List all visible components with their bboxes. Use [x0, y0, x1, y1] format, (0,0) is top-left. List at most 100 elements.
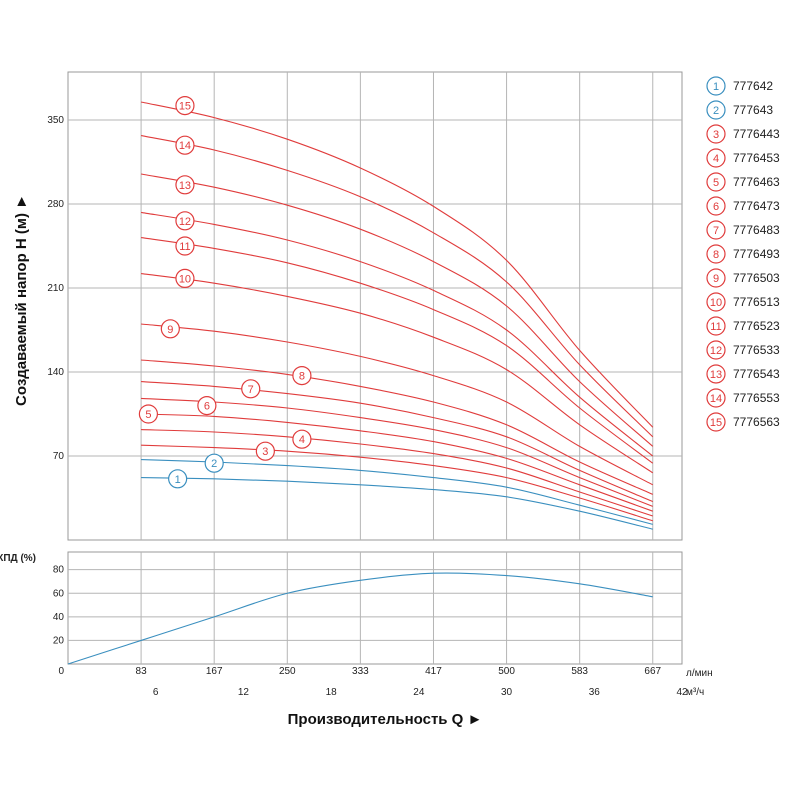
legend-item-10-number: 10 [710, 297, 722, 309]
legend-label-1: 777642 [733, 79, 773, 93]
curve-label-12-circle [175, 211, 195, 231]
legend-item-3: 3 7776443 [706, 124, 780, 144]
legend-item-12: 12 7776533 [706, 340, 780, 360]
legend-item-10: 10 7776513 [706, 292, 780, 312]
curve-label-2: 2 [204, 453, 224, 473]
curve-label-6: 6 [197, 396, 217, 416]
curve-label-6-circle [197, 396, 217, 416]
legend-item-4-circle [706, 148, 726, 168]
curve-label-11-circle [175, 236, 195, 256]
x-lmin-unit: л/мин [686, 668, 713, 679]
curve-label-10-number: 10 [179, 273, 191, 285]
legend-label-14: 7776553 [733, 391, 780, 405]
x-lmin-tick: 500 [498, 666, 515, 677]
curve-label-3-number: 3 [262, 446, 268, 458]
curve-label-13: 13 [175, 175, 195, 195]
head-curve-3 [141, 444, 653, 522]
x-lmin-tick: 583 [571, 666, 588, 677]
legend-label-12: 7776533 [733, 343, 780, 357]
legend-item-12-number: 12 [710, 345, 722, 357]
legend-item-2-number: 2 [713, 105, 719, 117]
legend-label-10: 7776513 [733, 295, 780, 309]
head-curve-8 [141, 359, 653, 495]
curve-label-13-number: 13 [179, 180, 191, 192]
legend-item-13-circle [706, 364, 726, 384]
curve-label-5-circle [138, 404, 159, 424]
head-y-tick: 350 [47, 115, 64, 126]
x-m3h-tick: 36 [589, 687, 601, 698]
curve-label-5: 5 [138, 404, 159, 424]
efficiency-axis-title: КПД (%) [0, 553, 36, 564]
legend-label-9: 7776503 [733, 271, 780, 285]
x-axis-title: Производительность Q ► [288, 711, 483, 728]
x-m3h-tick: 42 [676, 687, 688, 698]
legend-item-15-number: 15 [710, 417, 722, 429]
legend-item-12-circle [706, 340, 726, 360]
curve-label-12-number: 12 [179, 216, 191, 228]
eff-y-tick: 60 [53, 588, 65, 599]
efficiency-plot: 20 40 60 80 [53, 551, 683, 665]
legend-label-6: 7776473 [733, 199, 780, 213]
curve-label-2-number: 2 [211, 458, 217, 470]
curve-label-4-number: 4 [299, 434, 305, 446]
head-curve-14 [140, 135, 654, 438]
legend-item-7: 7 7776483 [706, 220, 780, 240]
head-y-tick: 210 [47, 283, 64, 294]
legend-label-2: 777643 [733, 103, 773, 117]
curve-label-3: 3 [255, 441, 275, 461]
legend-item-3-number: 3 [713, 129, 719, 141]
legend-item-8-number: 8 [713, 249, 719, 261]
legend-item-2-circle [706, 100, 726, 120]
x-lmin-tick: 250 [279, 666, 296, 677]
curve-label-8-circle [292, 366, 312, 386]
head-curve-10 [141, 273, 654, 474]
curve-label-1: 1 [168, 469, 188, 489]
legend-item-5: 5 7776463 [706, 172, 780, 192]
curve-label-12: 12 [175, 211, 195, 231]
legend-label-5: 7776463 [733, 175, 780, 189]
curve-label-2-circle [204, 453, 224, 473]
legend-item-4-number: 4 [713, 153, 719, 165]
legend-item-6-circle [706, 196, 726, 216]
legend-label-3: 7776443 [733, 127, 780, 141]
curve-label-5-number: 5 [145, 409, 151, 421]
curve-label-14-circle [175, 135, 195, 155]
legend-item-9-circle [706, 268, 726, 288]
legend-item-2: 2 777643 [706, 100, 773, 120]
legend-item-15: 15 7776563 [706, 412, 780, 432]
y-axis-title: Создаваемый напор Н (м) ► [13, 194, 30, 406]
curve-label-1-circle [168, 469, 188, 489]
x-lmin-tick: 417 [425, 666, 442, 677]
efficiency-curve [67, 572, 653, 665]
legend-item-1: 1 777642 [706, 76, 773, 96]
legend-item-9-number: 9 [713, 273, 719, 285]
legend-label-13: 7776543 [733, 367, 780, 381]
eff-y-tick: 80 [53, 565, 65, 576]
curve-label-4-circle [292, 429, 312, 449]
head-curve-11 [141, 237, 654, 464]
head-frame [67, 71, 683, 541]
legend-item-3-circle [706, 124, 726, 144]
curve-label-15: 15 [175, 95, 195, 116]
curve-label-15-number: 15 [179, 101, 191, 113]
head-y-tick: 70 [53, 451, 65, 462]
legend-label-15: 7776563 [733, 415, 780, 429]
head-curve-5 [141, 413, 653, 512]
curve-label-9-number: 9 [167, 324, 173, 336]
curve-label-15-circle [175, 95, 195, 116]
curve-label-14: 14 [175, 135, 195, 155]
curve-label-6-number: 6 [204, 401, 210, 413]
curve-label-7-circle [241, 379, 261, 399]
curve-label-11: 11 [175, 236, 195, 256]
legend-item-14-number: 14 [710, 393, 722, 405]
legend-item-1-number: 1 [713, 81, 719, 93]
legend-label-4: 7776453 [733, 151, 780, 165]
curve-label-8-number: 8 [299, 371, 305, 383]
head-curve-6 [141, 397, 653, 507]
legend-item-11: 11 7776523 [706, 316, 780, 336]
head-curve-4 [141, 429, 653, 517]
head-curve-7 [141, 381, 653, 503]
head-curve-13 [140, 173, 654, 447]
